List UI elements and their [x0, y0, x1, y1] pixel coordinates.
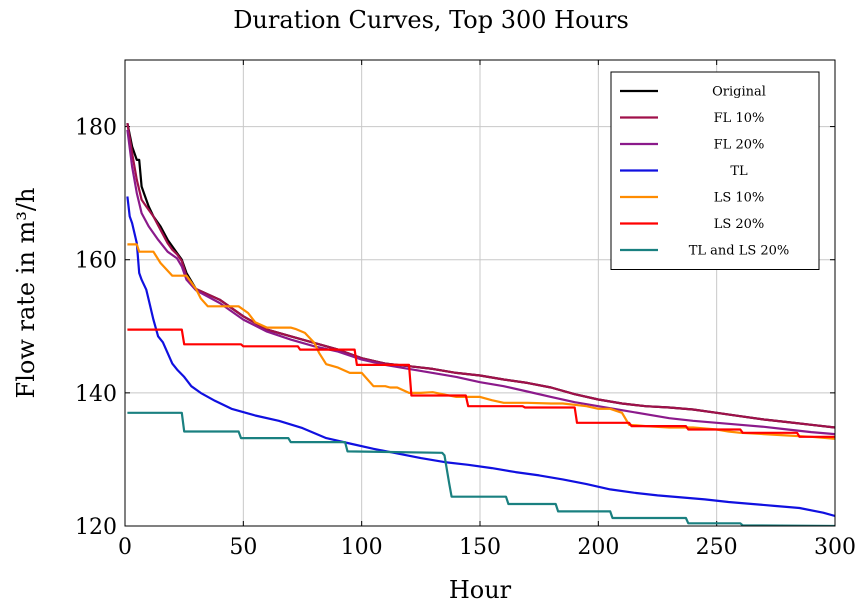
chart-title: Duration Curves, Top 300 Hours: [233, 6, 629, 34]
series-line-1: [126, 123, 835, 429]
x-tick-label: 50: [229, 535, 257, 560]
x-tick-label: 100: [341, 535, 383, 560]
legend: Original FL 10% FL 20% TL LS 10% LS 20% TL and…: [610, 71, 820, 270]
y-tick-label: 160: [75, 249, 117, 274]
y-tick-label: 180: [75, 116, 117, 141]
series-lines: [126, 122, 835, 526]
tick-labels: 0 50 100 150 200 250 300 120 140 160 180: [75, 116, 856, 560]
x-tick-label: 300: [814, 535, 856, 560]
legend-label: FL 20%: [714, 138, 765, 153]
legend-label: LS 20%: [714, 217, 765, 232]
y-tick-label: 140: [75, 382, 117, 407]
series-line-2: [126, 129, 835, 436]
series-line-3: [126, 196, 835, 518]
y-axis-label: Flow rate in m³/h: [12, 188, 40, 399]
legend-label: LS 10%: [714, 191, 765, 206]
legend-label: Original: [712, 85, 766, 100]
x-tick-label: 200: [577, 535, 619, 560]
y-tick-label: 120: [75, 515, 117, 540]
x-tick-label: 250: [696, 535, 738, 560]
series-line-5: [127, 328, 835, 438]
legend-label: FL 10%: [714, 111, 765, 126]
legend-label: TL: [730, 164, 748, 179]
x-tick-label: 0: [118, 535, 132, 560]
legend-label: TL and LS 20%: [689, 244, 790, 259]
series-line-6: [127, 411, 835, 526]
x-tick-label: 150: [459, 535, 501, 560]
plot-frame: [124, 59, 836, 527]
x-axis-label: Hour: [449, 576, 512, 604]
